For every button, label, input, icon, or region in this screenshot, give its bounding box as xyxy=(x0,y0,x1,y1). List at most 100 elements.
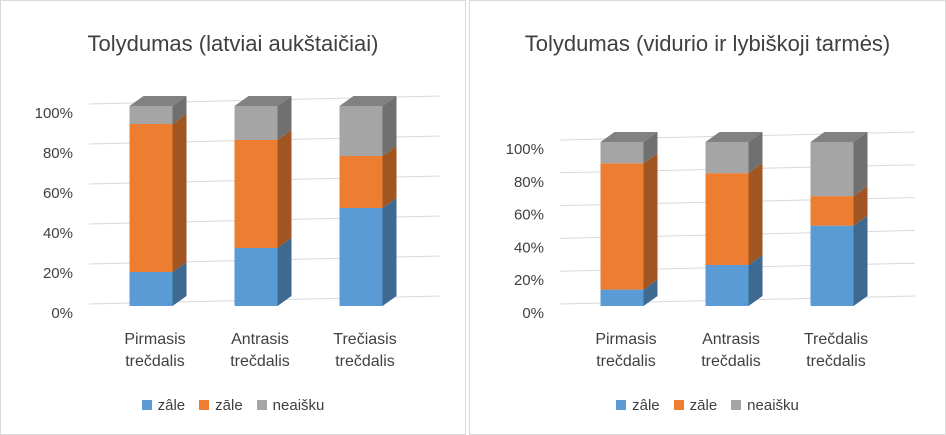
legend-label: zâle xyxy=(632,397,660,414)
bar-segment xyxy=(705,255,763,306)
bar-side xyxy=(382,146,397,208)
bar-segment xyxy=(600,132,658,164)
legend-swatch xyxy=(616,400,627,410)
bar-front xyxy=(129,272,173,306)
x-tick-label: Antrasis trečdalis xyxy=(701,331,761,370)
y-tick-label: 60% xyxy=(514,207,544,224)
bar-top xyxy=(600,132,658,142)
chart: 0% 20% 40% 60% 80% 100% xyxy=(506,131,916,322)
y-tick-label: 0% xyxy=(51,305,73,322)
bar-side xyxy=(382,198,397,306)
bar-segment xyxy=(234,96,292,140)
chart-panel: 0% 20% 40% 60% 80% 100% Tolydumas (latviai auk… xyxy=(0,0,466,435)
bar-segment xyxy=(810,132,868,197)
legend-swatch xyxy=(141,400,152,410)
bar-front xyxy=(234,140,278,248)
bar-top xyxy=(129,96,187,106)
bar-front xyxy=(234,248,278,306)
y-tick-label: 100% xyxy=(506,141,544,158)
bar-segment xyxy=(810,215,868,306)
chart-panel: 0% 20% 40% 60% 80% 100% Tolydumas (vidurio ir … xyxy=(469,0,946,435)
bar-front xyxy=(705,142,749,174)
y-tick-label: 0% xyxy=(522,305,544,322)
bar-side xyxy=(643,279,658,306)
bar-segment xyxy=(600,153,658,290)
x-tick-label: Trečdalis trečdalis xyxy=(803,331,869,370)
legend-item: neaišku xyxy=(731,397,799,414)
legend-item: zāle xyxy=(199,397,243,414)
bar-top xyxy=(234,96,292,106)
y-tick-label: 80% xyxy=(43,145,73,162)
bar-side xyxy=(172,96,187,124)
bar-front xyxy=(339,208,383,306)
bar-side xyxy=(643,132,658,164)
x-tick-label: Pirmasis trečdalis xyxy=(124,331,186,370)
bar-front xyxy=(810,196,854,226)
y-tick-label: 40% xyxy=(514,239,544,256)
bar-side xyxy=(277,130,292,248)
bar-front xyxy=(234,106,278,140)
bar-segment xyxy=(705,132,763,174)
y-tick-label: 60% xyxy=(43,185,73,202)
legend-swatch xyxy=(731,400,742,410)
legend-label: zâle xyxy=(157,397,186,414)
legend: zâle zāle neaišku xyxy=(1,397,465,414)
bar-front xyxy=(810,142,854,197)
legend-item: zâle xyxy=(616,397,660,414)
bar-segment xyxy=(234,238,292,306)
bar-front xyxy=(600,289,644,306)
bar-segment xyxy=(810,186,868,226)
legend-swatch xyxy=(256,400,267,410)
bar-front xyxy=(810,225,854,306)
legend: zâle zāle neaišku xyxy=(470,397,945,414)
bar-front xyxy=(339,106,383,156)
bar-side xyxy=(172,114,187,272)
bar-side xyxy=(748,163,763,265)
legend-item: neaišku xyxy=(256,397,325,414)
bar-segment xyxy=(129,96,187,124)
bar-front xyxy=(705,173,749,265)
bar-segment xyxy=(600,279,658,306)
legend-item: zâle xyxy=(141,397,186,414)
bar-front xyxy=(339,156,383,208)
chart: 0% 20% 40% 60% 80% 100% xyxy=(35,95,442,322)
y-tick-label: 20% xyxy=(514,272,544,289)
bar-top xyxy=(705,132,763,142)
bar-side xyxy=(853,186,868,226)
bar-front xyxy=(600,163,644,290)
bar-segment xyxy=(129,114,187,272)
bar-segment xyxy=(129,262,187,306)
bar-front xyxy=(600,142,644,164)
bar-top xyxy=(339,96,397,106)
bar-side xyxy=(643,153,658,290)
y-tick-label: 40% xyxy=(43,225,73,242)
x-tick-label: Trečiasis trečdalis xyxy=(333,331,397,370)
bar-side xyxy=(172,262,187,306)
bar-segment xyxy=(705,163,763,265)
bar-segment xyxy=(339,96,397,156)
y-tick-label: 100% xyxy=(35,105,73,122)
bar-side xyxy=(277,96,292,140)
bar-side xyxy=(277,238,292,306)
bar-side xyxy=(853,132,868,197)
legend-label: zāle xyxy=(215,397,243,414)
bar-side xyxy=(748,255,763,306)
legend-label: neaišku xyxy=(272,397,325,414)
bar-front xyxy=(129,124,173,272)
bar-top xyxy=(810,132,868,142)
y-tick-label: 80% xyxy=(514,174,544,191)
chart-title: Tolydumas (vidurio ir lybiškoji tarmės) xyxy=(524,31,891,56)
legend-swatch xyxy=(199,400,210,410)
x-tick-label: Pirmasis trečdalis xyxy=(595,331,657,370)
legend-swatch xyxy=(673,400,684,410)
legend-label: zāle xyxy=(689,397,718,414)
legend-label: neaišku xyxy=(747,397,799,414)
bar-segment xyxy=(339,146,397,208)
y-tick-label: 20% xyxy=(43,265,73,282)
bar-segment xyxy=(339,198,397,306)
bar-segment xyxy=(234,130,292,248)
chart-title: Tolydumas (latviai aukštaičiai) xyxy=(87,31,379,56)
legend-item: zāle xyxy=(673,397,718,414)
x-tick-label: Antrasis trečdalis xyxy=(230,331,290,370)
